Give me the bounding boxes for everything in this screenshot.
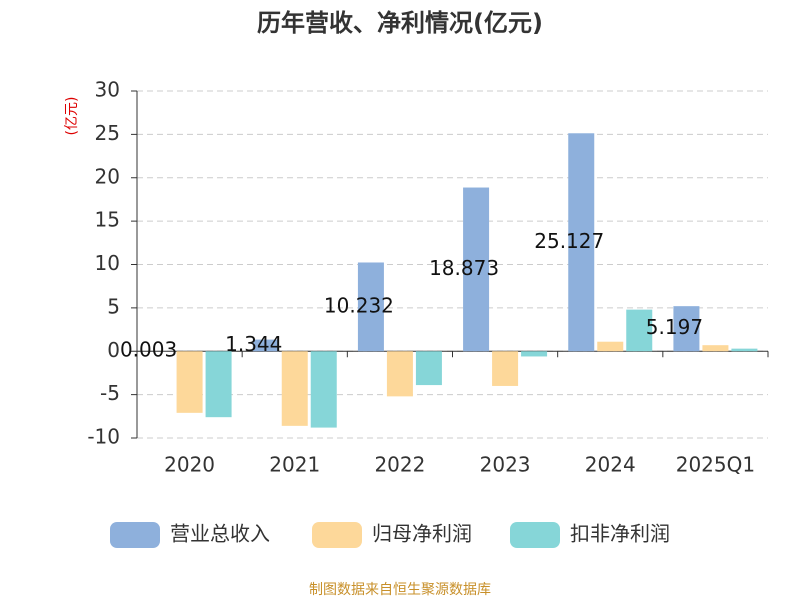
y-tick-label: -10 bbox=[87, 425, 120, 449]
bar bbox=[492, 351, 518, 386]
x-tick-label: 2025Q1 bbox=[676, 453, 755, 477]
y-tick-label: 25 bbox=[95, 121, 120, 145]
bar bbox=[387, 351, 413, 396]
x-tick-label: 2021 bbox=[269, 453, 320, 477]
data-label: 25.127 bbox=[534, 229, 604, 253]
data-label: 1.344 bbox=[225, 332, 282, 356]
y-tick-label: 30 bbox=[95, 78, 120, 102]
x-tick-label: 2022 bbox=[374, 453, 425, 477]
y-tick-label: 15 bbox=[95, 208, 120, 232]
y-tick-label: 20 bbox=[95, 164, 120, 188]
y-tick-label: -5 bbox=[100, 381, 120, 405]
bar bbox=[177, 351, 203, 413]
bar bbox=[311, 351, 337, 427]
bar bbox=[206, 351, 232, 417]
data-label: 0.003 bbox=[120, 338, 177, 362]
legend-label: 营业总收入 bbox=[170, 522, 270, 546]
data-label: 10.232 bbox=[324, 293, 394, 317]
bar bbox=[282, 351, 308, 426]
legend-label: 归母净利润 bbox=[372, 522, 472, 546]
x-tick-label: 2024 bbox=[585, 453, 636, 477]
x-tick-label: 2023 bbox=[480, 453, 531, 477]
legend-swatch bbox=[110, 522, 160, 548]
y-tick-label: 10 bbox=[95, 251, 120, 275]
legend-swatch bbox=[510, 522, 560, 548]
bar bbox=[416, 351, 442, 385]
y-tick-label: 5 bbox=[107, 294, 120, 318]
data-label: 5.197 bbox=[646, 315, 703, 339]
chart-title: 历年营收、净利情况(亿元) bbox=[257, 9, 543, 37]
bar bbox=[731, 349, 757, 352]
bar bbox=[597, 342, 623, 352]
x-tick-label: 2020 bbox=[164, 453, 215, 477]
legend-swatch bbox=[312, 522, 362, 548]
source-note: 制图数据来自恒生聚源数据库 bbox=[309, 582, 491, 598]
y-axis-label: (亿元) bbox=[64, 97, 80, 136]
data-label: 18.873 bbox=[429, 256, 499, 280]
bar bbox=[521, 351, 547, 356]
legend-label: 扣非净利润 bbox=[570, 522, 670, 546]
bar bbox=[702, 345, 728, 351]
y-tick-label: 0 bbox=[107, 338, 120, 362]
